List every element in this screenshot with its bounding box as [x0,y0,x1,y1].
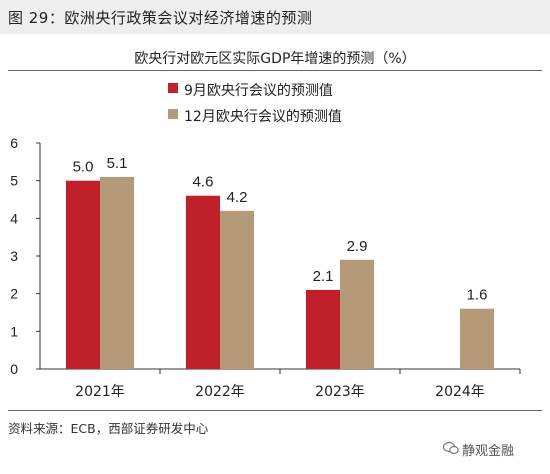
data-label: 2.1 [313,268,334,285]
bar-sep-forecast [66,180,100,369]
y-tick-label: 5 [10,173,18,189]
legend-label-dec: 12月欧央行会议的预测值 [184,109,342,125]
wechat-icon [443,441,459,455]
watermark: 静观金融 [462,444,515,459]
data-label: 4.6 [193,174,214,191]
y-tick-label: 2 [10,286,18,302]
data-label: 5.1 [107,155,128,172]
data-label: 5.0 [73,159,94,176]
figure-title: 图 29：欧洲央行政策会议对经济增速的预测 [8,9,313,27]
bar-dec-forecast [220,210,254,369]
bar-sep-forecast [186,195,220,369]
bar-dec-forecast [340,259,374,369]
x-tick-label: 2021年 [75,384,125,400]
data-label: 1.6 [467,287,488,304]
bar-sep-forecast [306,289,340,369]
y-tick-label: 0 [10,361,18,377]
data-label: 4.2 [227,189,248,206]
y-tick-label: 6 [10,135,18,151]
chart-title: 欧央行对欧元区实际GDP年增速的预测（%） [134,51,416,67]
legend-label-sep: 9月欧央行会议的预测值 [184,83,333,99]
legend-swatch-dec [168,109,178,119]
y-tick-label: 3 [10,248,18,264]
x-tick-label: 2024年 [435,384,485,400]
y-tick-label: 4 [10,210,18,226]
x-tick-label: 2023年 [315,384,365,400]
figure-header: 图 29：欧洲央行政策会议对经济增速的预测 [0,0,550,34]
x-tick-label: 2022年 [195,384,245,400]
bar-dec-forecast [460,308,494,369]
footer-divider [8,410,542,411]
source-note: 资料来源：ECB，西部证券研发中心 [8,421,209,436]
legend-swatch-sep [168,83,178,93]
bar-dec-forecast [100,176,134,369]
data-label: 2.9 [347,238,368,255]
y-tick-label: 1 [10,323,18,339]
title-divider [8,70,542,71]
